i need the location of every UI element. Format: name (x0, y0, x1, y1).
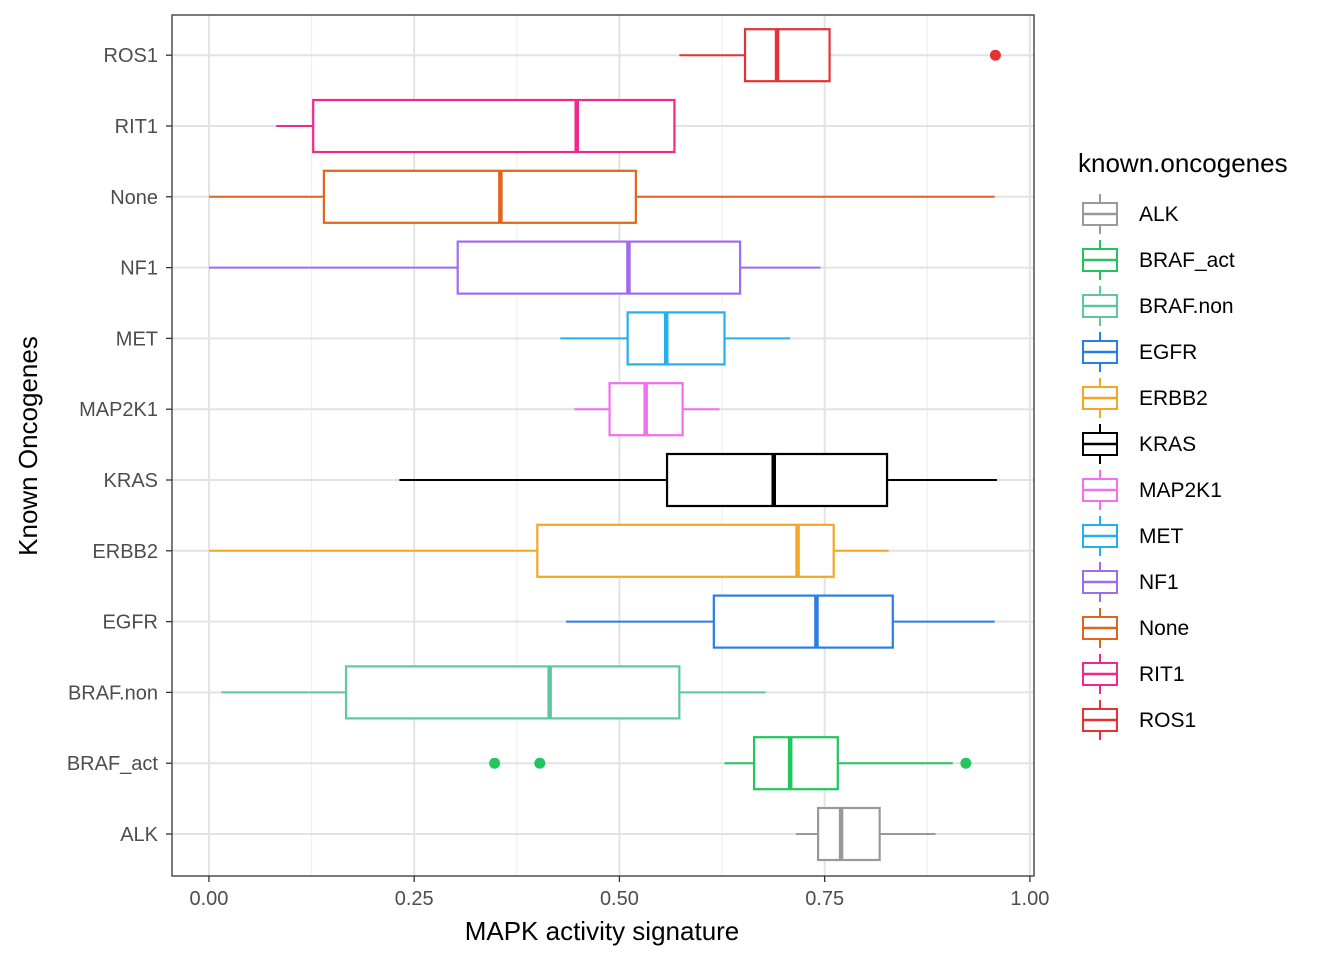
y-tick-label: BRAF.non (68, 682, 158, 704)
x-tick-label: 0.25 (395, 888, 434, 910)
legend-item-braf-act: BRAF_act (1082, 240, 1235, 280)
y-tick-label: MAP2K1 (79, 399, 158, 421)
box-map2k1 (574, 382, 720, 437)
x-axis: 0.00 0.25 0.50 0.75 1.00 (189, 876, 1049, 910)
legend-item-erbb2: ERBB2 (1082, 378, 1208, 418)
x-tick-label: 0.75 (805, 888, 844, 910)
box-iqr (322, 169, 637, 224)
box-iqr (626, 311, 726, 366)
legend-item-braf-non: BRAF.non (1082, 286, 1234, 326)
legend-label: None (1139, 617, 1189, 640)
outlier-point (960, 757, 972, 769)
box-iqr (312, 98, 676, 154)
box-iqr (743, 28, 831, 83)
box-none (208, 169, 995, 224)
legend-label: KRAS (1139, 433, 1196, 456)
box-iqr (456, 240, 742, 295)
legend-title: known.oncogenes (1078, 148, 1288, 178)
outlier-point (489, 757, 501, 769)
legend-label: BRAF_act (1139, 249, 1235, 272)
legend-item-map2k1: MAP2K1 (1082, 470, 1222, 510)
box-iqr (752, 736, 839, 791)
box-iqr (665, 452, 889, 508)
legend: known.oncogenes ALK BRAF_act BRAF.non EGFR E… (1078, 148, 1288, 740)
box-egfr (566, 594, 995, 649)
box-met (560, 311, 791, 366)
legend-item-kras: KRAS (1082, 424, 1196, 464)
legend-item-none: None (1082, 608, 1189, 648)
legend-label: RIT1 (1139, 663, 1185, 686)
box-alk (795, 806, 936, 862)
panel-border (171, 14, 1035, 877)
legend-item-alk: ALK (1082, 194, 1179, 234)
legend-label: EGFR (1139, 341, 1197, 364)
box-ros1 (679, 28, 1001, 83)
legend-label: BRAF.non (1139, 295, 1234, 318)
box-braf-non (221, 665, 766, 720)
y-tick-label: NF1 (120, 258, 158, 280)
x-tick-label: 0.50 (600, 888, 639, 910)
box-rit1 (276, 98, 676, 154)
box-erbb2 (208, 523, 889, 578)
legend-item-ros1: ROS1 (1082, 700, 1196, 740)
x-tick-label: 0.00 (189, 888, 228, 910)
legend-item-rit1: RIT1 (1082, 654, 1185, 694)
y-tick-label: ROS1 (104, 45, 158, 67)
legend-item-egfr: EGFR (1082, 332, 1197, 372)
legend-label: MET (1139, 525, 1184, 548)
y-axis-title: Known Oncogenes (13, 336, 43, 556)
outlier-point (989, 49, 1001, 61)
legend-item-nf1: NF1 (1082, 562, 1179, 602)
y-tick-label: KRAS (104, 470, 158, 492)
legend-label: ROS1 (1139, 709, 1196, 732)
y-tick-label: ERBB2 (92, 541, 158, 563)
legend-label: MAP2K1 (1139, 479, 1222, 502)
legend-item-met: MET (1082, 516, 1184, 556)
legend-label: ALK (1139, 203, 1179, 226)
box-iqr (536, 523, 835, 578)
box-iqr (344, 665, 681, 720)
y-axis: ALK BRAF_act BRAF.non EGFR ERBB2 KRAS MAP2K1 ME… (67, 45, 172, 846)
plot-panel (171, 14, 1035, 877)
y-tick-label: RIT1 (115, 116, 158, 138)
box-nf1 (208, 240, 821, 295)
box-iqr (816, 806, 881, 862)
x-axis-title: MAPK activity signature (465, 916, 740, 946)
outlier-point (534, 757, 546, 769)
x-tick-label: 1.00 (1010, 888, 1049, 910)
y-tick-label: MET (116, 328, 158, 350)
panel-background (172, 15, 1034, 876)
legend-label: NF1 (1139, 571, 1179, 594)
legend-label: ERBB2 (1139, 387, 1208, 410)
y-tick-label: EGFR (102, 612, 158, 634)
y-tick-label: ALK (120, 824, 158, 846)
box-kras (399, 452, 998, 508)
y-tick-label: BRAF_act (67, 753, 159, 775)
y-tick-label: None (110, 187, 158, 209)
box-iqr (712, 594, 894, 649)
box-braf-act (489, 736, 972, 791)
